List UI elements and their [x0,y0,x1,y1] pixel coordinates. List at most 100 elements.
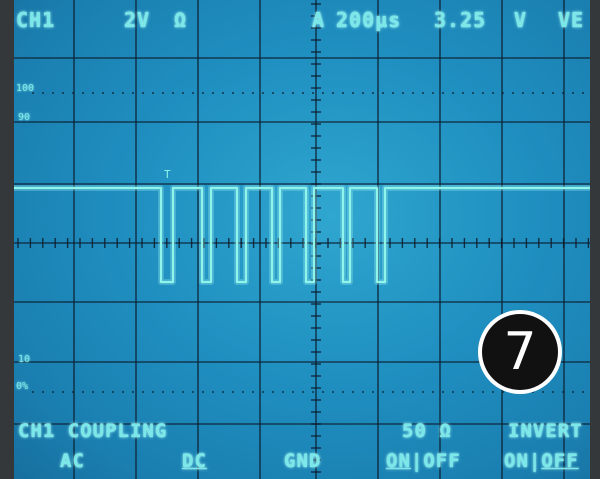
channel-label: CH1 [16,8,56,32]
reference-dot [232,92,234,94]
trigger-level: 3.25 [434,8,487,32]
reference-dot [92,391,94,393]
coupling-gnd-option[interactable]: GND [284,450,322,472]
label-90: 90 [18,112,31,123]
impedance-icon: Ω [174,8,188,32]
reference-dot [302,92,304,94]
reference-dot [222,391,224,393]
reference-dot [162,92,164,94]
step-number: 7 [482,314,558,390]
reference-dot [352,391,354,393]
reference-dot [392,92,394,94]
reference-dot [342,391,344,393]
impedance-separator: | [410,450,424,472]
reference-dot [262,92,264,94]
reference-dot [582,92,584,94]
reference-dot [352,92,354,94]
reference-dot [92,92,94,94]
reference-dot [162,391,164,393]
reference-dot [292,92,294,94]
reference-dot [192,391,194,393]
reference-dot [522,92,524,94]
reference-dot [552,92,554,94]
reference-dot [492,92,494,94]
reference-dot [222,92,224,94]
reference-dot [332,391,334,393]
scope-screen: T CH1 2V Ω A 200µs 3.25 V VE 100 90 10 0… [14,0,590,479]
reference-dot [192,92,194,94]
trigger-unit: V [514,8,528,32]
reference-dot [212,391,214,393]
reference-dot [312,92,314,94]
reference-dot [302,391,304,393]
reference-dot [62,391,64,393]
reference-dot [322,92,324,94]
reference-dot [42,391,44,393]
reference-dot [512,92,514,94]
reference-dot [452,92,454,94]
reference-dot [32,391,34,393]
coupling-ac-option[interactable]: AC [60,450,85,472]
impedance-on-option[interactable]: ON [386,450,411,472]
trigger-position-marker: A [312,8,326,32]
reference-dot [332,92,334,94]
reference-dot [542,92,544,94]
reference-dot [412,391,414,393]
reference-dot [572,391,574,393]
reference-dot [102,391,104,393]
step-number-badge: 7 [478,310,562,394]
reference-dot [372,92,374,94]
reference-dot [82,92,84,94]
reference-dot [172,391,174,393]
reference-dot [262,391,264,393]
reference-dot [382,391,384,393]
trigger-slope: VE [558,8,585,32]
reference-dot [452,391,454,393]
reference-dot [572,92,574,94]
reference-dot [342,92,344,94]
reference-dot [32,92,34,94]
reference-dot [532,92,534,94]
reference-dot [142,92,144,94]
coupling-dc-option[interactable]: DC [182,450,207,472]
reference-dot [432,391,434,393]
invert-toggle[interactable]: ON|OFF [504,450,579,472]
volts-per-div: 2V [124,8,151,32]
invert-on-option[interactable]: ON [504,450,529,472]
coupling-menu-title: CH1 COUPLING [18,420,168,442]
reference-dot [202,391,204,393]
reference-dot [292,391,294,393]
reference-dot [182,391,184,393]
graticule-ticks [17,3,590,473]
reference-dot [482,92,484,94]
reference-dot [562,92,564,94]
reference-dot [42,92,44,94]
reference-dot [272,92,274,94]
trace-line [14,186,590,284]
reference-dot [152,92,154,94]
reference-dot [532,391,534,393]
reference-dot [322,391,324,393]
reference-dot [212,92,214,94]
reference-dot [372,391,374,393]
reference-dot [502,92,504,94]
reference-dot [432,92,434,94]
reference-dot [52,391,54,393]
invert-menu-title: INVERT [508,420,583,442]
impedance-off-option[interactable]: OFF [423,450,461,472]
reference-dot [142,391,144,393]
time-per-div: 200µs [336,8,402,32]
reference-dot [72,92,74,94]
reference-dot [382,92,384,94]
label-0-percent: 0% [16,381,29,392]
reference-dot [362,92,364,94]
reference-dot [172,92,174,94]
reference-dot [182,92,184,94]
invert-separator: | [528,450,542,472]
reference-dot [112,92,114,94]
reference-dot [152,391,154,393]
reference-dot [562,391,564,393]
reference-dot [552,391,554,393]
invert-off-option[interactable]: OFF [541,450,579,472]
impedance-toggle[interactable]: ON|OFF [386,450,461,472]
